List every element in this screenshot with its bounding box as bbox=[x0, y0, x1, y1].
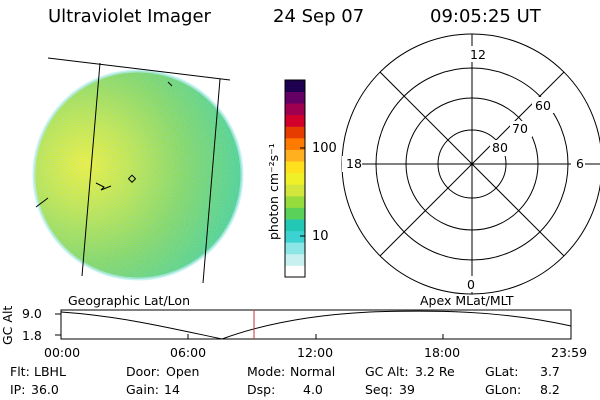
colorbar-frame bbox=[284, 79, 306, 278]
colorbar-cell bbox=[285, 219, 305, 232]
polar-grid bbox=[341, 33, 600, 295]
colorbar-cell bbox=[285, 149, 305, 162]
observation-time: 09:05:25 UT bbox=[430, 6, 541, 27]
colorbar-cell bbox=[285, 103, 305, 116]
mlat-label-60: 60 bbox=[535, 98, 551, 113]
info-row-1: Flt: LBHL Door: Open Mode: Normal GC Alt… bbox=[10, 364, 560, 379]
door-label: Door: bbox=[126, 364, 160, 379]
colorbar-cell bbox=[285, 195, 305, 208]
observation-date: 24 Sep 07 bbox=[273, 6, 365, 27]
gc-alt-value: 3.2 Re bbox=[415, 364, 455, 379]
filter-label: Flt: bbox=[10, 364, 30, 379]
seq-label: Seq: bbox=[365, 382, 393, 397]
colorbar-cell bbox=[285, 253, 305, 266]
gain-value: 14 bbox=[164, 382, 180, 397]
mlt-label-6: 6 bbox=[576, 156, 584, 171]
time-tick-1200: 12:00 bbox=[297, 345, 333, 360]
ip-label: IP: bbox=[10, 382, 25, 397]
time-tick-0600: 06:00 bbox=[170, 345, 206, 360]
colorbar-tick-10: 10 bbox=[312, 229, 329, 244]
colorbar bbox=[285, 80, 305, 278]
colorbar-cell bbox=[285, 114, 305, 127]
info-row-2: IP: 36.0 Gain: 14 Dsp: 4.0 Seq: 39 GLon:… bbox=[10, 382, 560, 397]
colorbar-label: photon cm⁻²s⁻¹ bbox=[266, 143, 281, 240]
mlat-label-80: 80 bbox=[492, 140, 508, 155]
mode-label: Mode: bbox=[247, 364, 285, 379]
apex-panel-label: Apex MLat/MLT bbox=[420, 293, 514, 308]
altitude-plot-frame bbox=[55, 309, 572, 340]
glat-value: 3.7 bbox=[540, 364, 560, 379]
geographic-panel-label: Geographic Lat/Lon bbox=[68, 293, 190, 308]
altitude-ytick-max: 9.0 bbox=[22, 306, 42, 321]
colorbar-cell bbox=[285, 265, 305, 278]
colorbar-cell bbox=[285, 80, 305, 92]
colorbar-cell bbox=[285, 137, 305, 150]
colorbar-cell bbox=[285, 207, 305, 220]
mlt-label-12: 12 bbox=[470, 47, 486, 62]
time-tick-1800: 18:00 bbox=[424, 345, 460, 360]
mlat-label-70: 70 bbox=[512, 121, 528, 136]
dsp-value: 4.0 bbox=[303, 382, 323, 397]
ip-value: 36.0 bbox=[31, 382, 59, 397]
colorbar-cell bbox=[285, 242, 305, 255]
mlt-label-0: 0 bbox=[467, 277, 475, 292]
altitude-ytick-min: 1.8 bbox=[22, 328, 42, 343]
glon-value: 8.2 bbox=[540, 382, 560, 397]
colorbar-cell bbox=[285, 230, 305, 243]
altitude-curve bbox=[60, 310, 572, 340]
colorbar-tick-100: 100 bbox=[312, 141, 337, 156]
geographic-grid bbox=[35, 57, 231, 284]
mlt-label-18: 18 bbox=[346, 156, 362, 171]
colorbar-cell bbox=[285, 161, 305, 174]
gc-alt-label: GC Alt: bbox=[365, 364, 409, 379]
filter-value: LBHL bbox=[34, 364, 66, 379]
altitude-ylabel: GC Alt bbox=[0, 306, 15, 345]
mode-value: Normal bbox=[290, 364, 335, 379]
seq-value: 39 bbox=[399, 382, 415, 397]
glon-label: GLon: bbox=[485, 382, 521, 397]
door-value: Open bbox=[166, 364, 199, 379]
time-tick-2359: 23:59 bbox=[551, 345, 587, 360]
glat-label: GLat: bbox=[485, 364, 518, 379]
colorbar-cell bbox=[285, 172, 305, 185]
colorbar-cell bbox=[285, 91, 305, 104]
polar-label-backgrounds bbox=[342, 46, 585, 292]
instrument-title: Ultraviolet Imager bbox=[48, 6, 211, 27]
gain-label: Gain: bbox=[126, 382, 159, 397]
dsp-label: Dsp: bbox=[247, 382, 275, 397]
time-tick-0000: 00:00 bbox=[44, 345, 80, 360]
colorbar-cell bbox=[285, 126, 305, 139]
colorbar-cell bbox=[285, 184, 305, 197]
uv-image-disk bbox=[32, 69, 244, 281]
